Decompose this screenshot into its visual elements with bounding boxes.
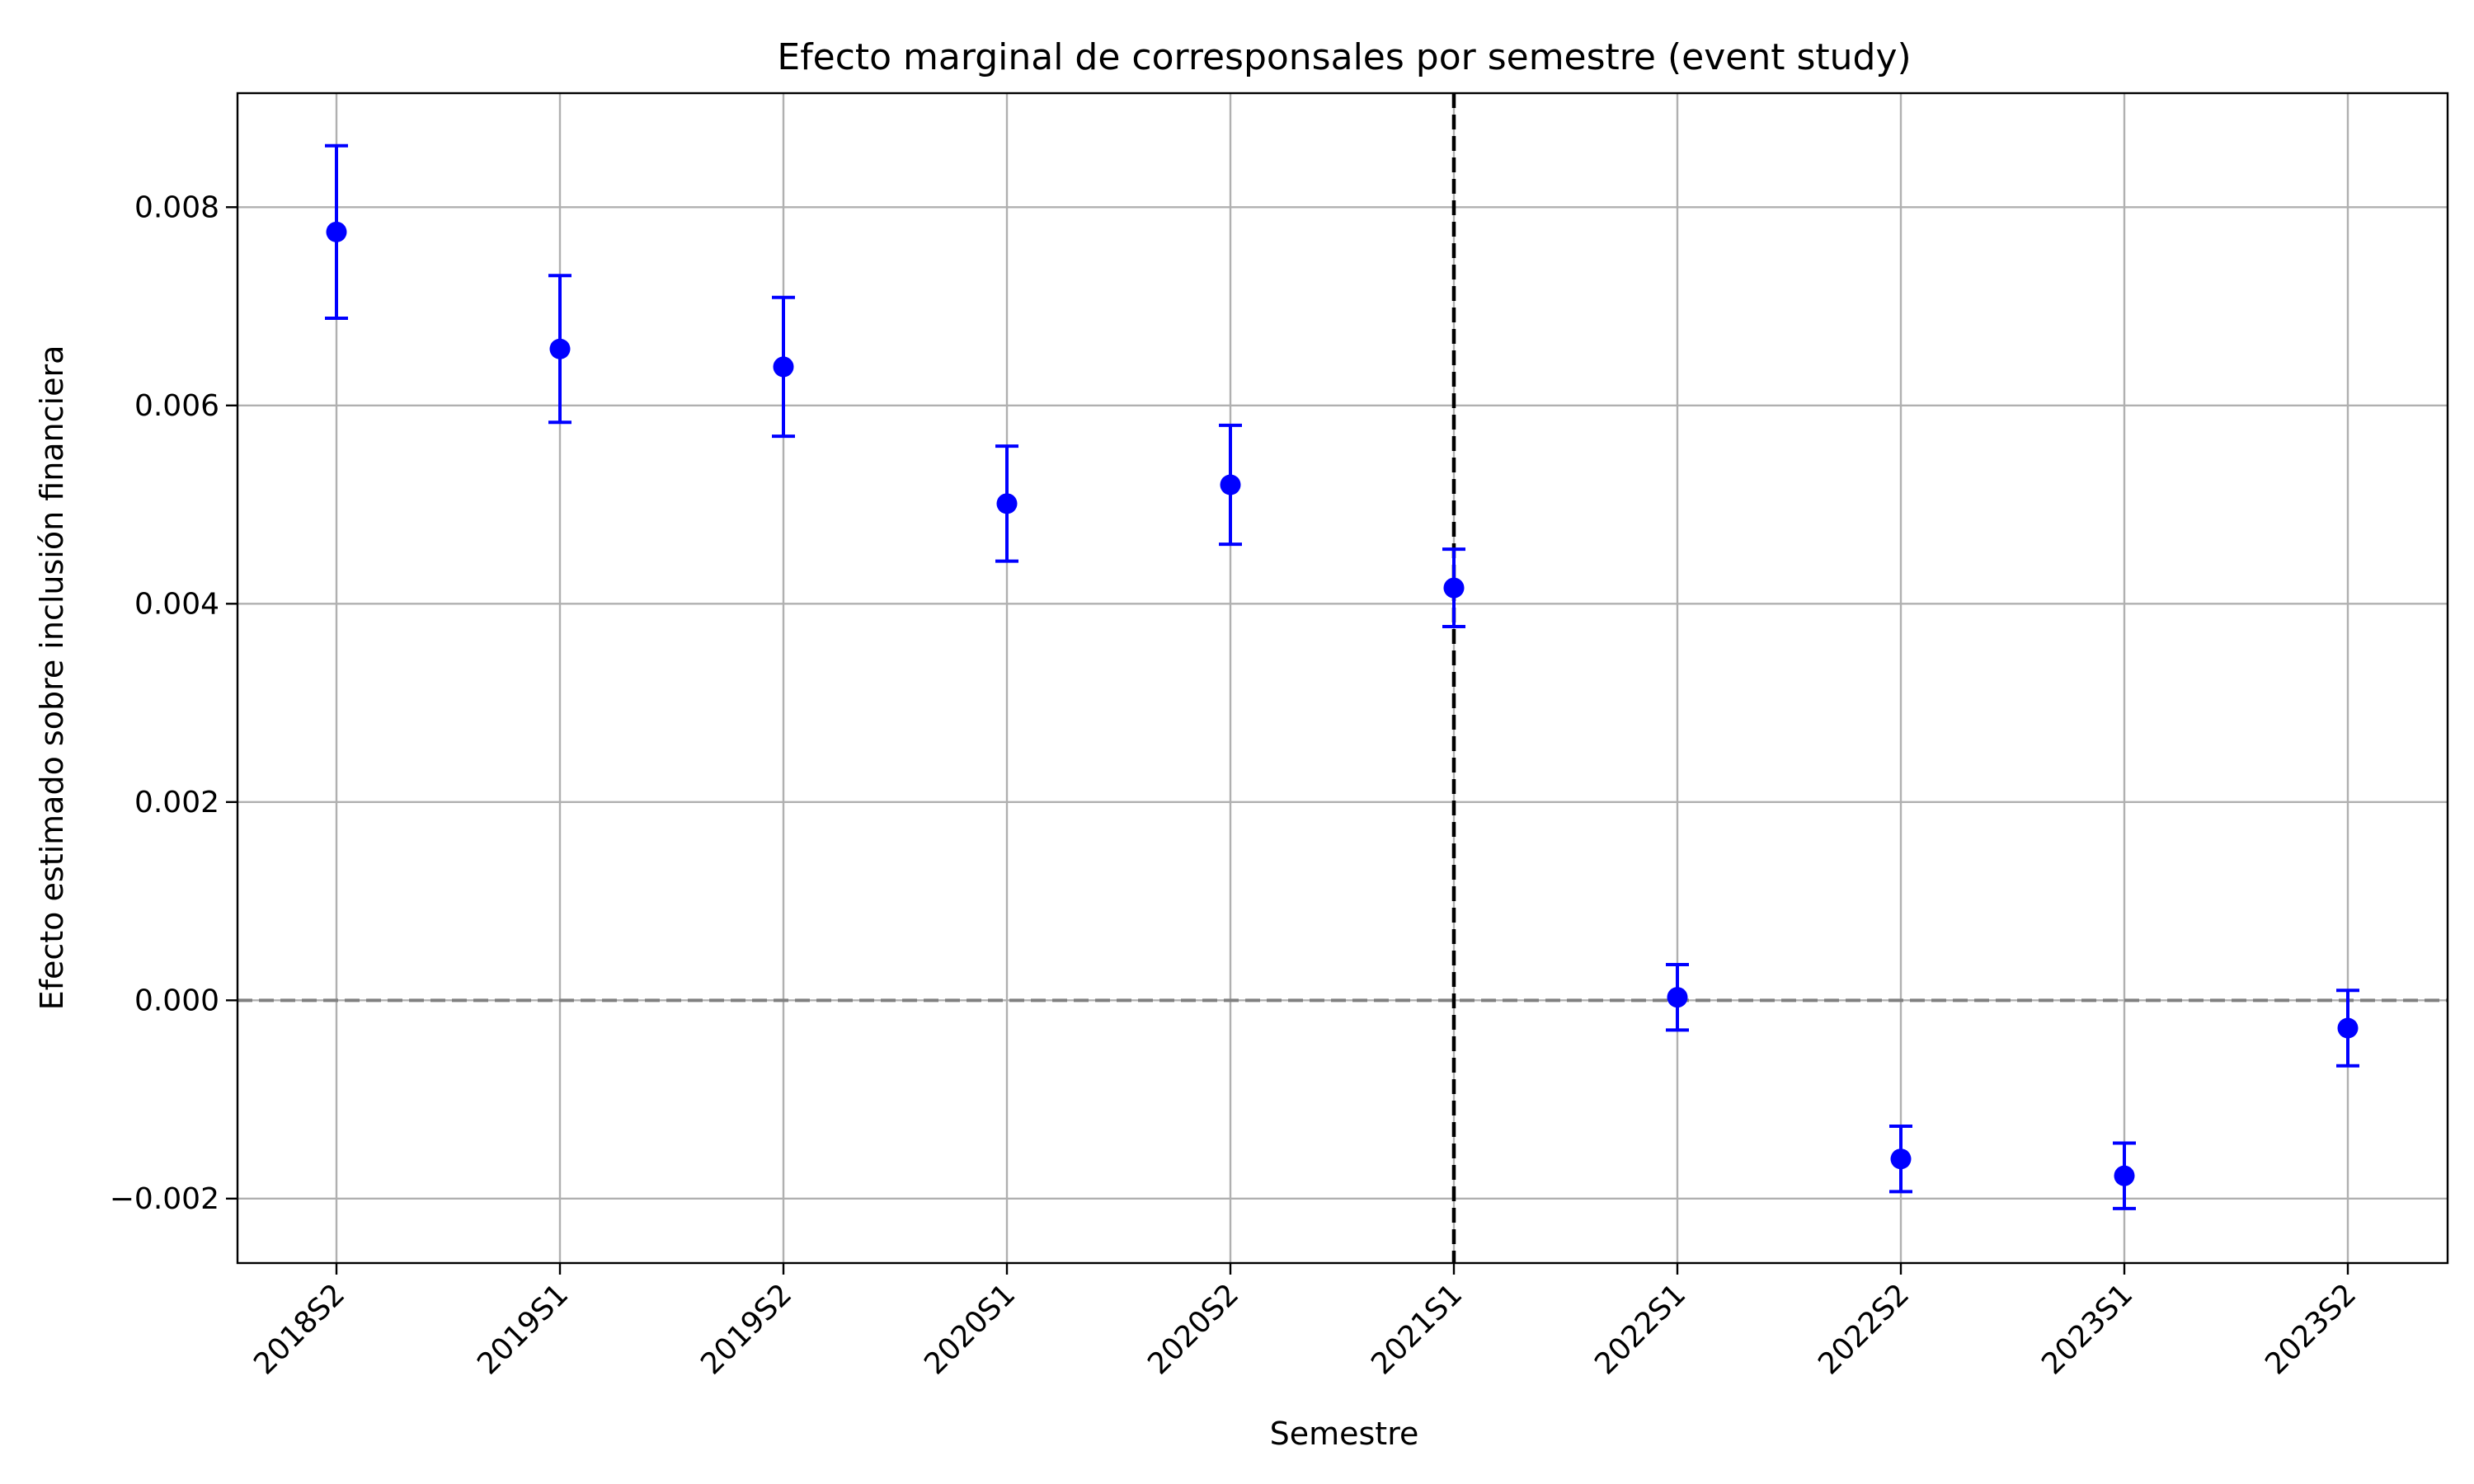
data-point — [2337, 1017, 2359, 1039]
y-tick-label: 0.006 — [134, 389, 219, 423]
y-tick-label: 0.008 — [134, 190, 219, 224]
plot-frame — [236, 92, 2449, 1265]
chart-title: Efecto marginal de corresponsales por se… — [777, 36, 1911, 78]
data-point — [2114, 1165, 2135, 1186]
data-point — [1667, 987, 1688, 1008]
data-point-group — [772, 295, 795, 439]
data-point-group — [2113, 1141, 2136, 1210]
data-point-group — [325, 143, 348, 320]
data-point — [1220, 474, 1241, 495]
y-tick-label: 0.004 — [134, 587, 219, 621]
y-axis-ticks: −0.002 0.000 0.002 0.004 0.006 0.008 — [110, 190, 238, 1216]
data-point-group — [1889, 1125, 1912, 1194]
x-axis-label: Semestre — [1270, 1416, 1419, 1452]
data-point-group — [1666, 963, 1689, 1032]
y-tick-label: −0.002 — [110, 1182, 219, 1216]
data-point — [1890, 1148, 1912, 1170]
data-point-group — [1219, 423, 1242, 547]
data-point — [1443, 577, 1465, 599]
data-point-group — [2336, 989, 2359, 1068]
y-tick-label: 0.000 — [134, 984, 219, 1017]
data-point-group — [995, 444, 1018, 563]
data-point — [549, 338, 571, 359]
data-point — [326, 221, 347, 242]
data-point-group — [1442, 547, 1465, 628]
data-point — [773, 356, 794, 378]
y-axis-label: Efecto estimado sobre inclusión financie… — [34, 345, 70, 1011]
data-point-group — [548, 274, 571, 425]
y-tick-label: 0.002 — [134, 786, 219, 819]
data-point — [996, 493, 1018, 514]
